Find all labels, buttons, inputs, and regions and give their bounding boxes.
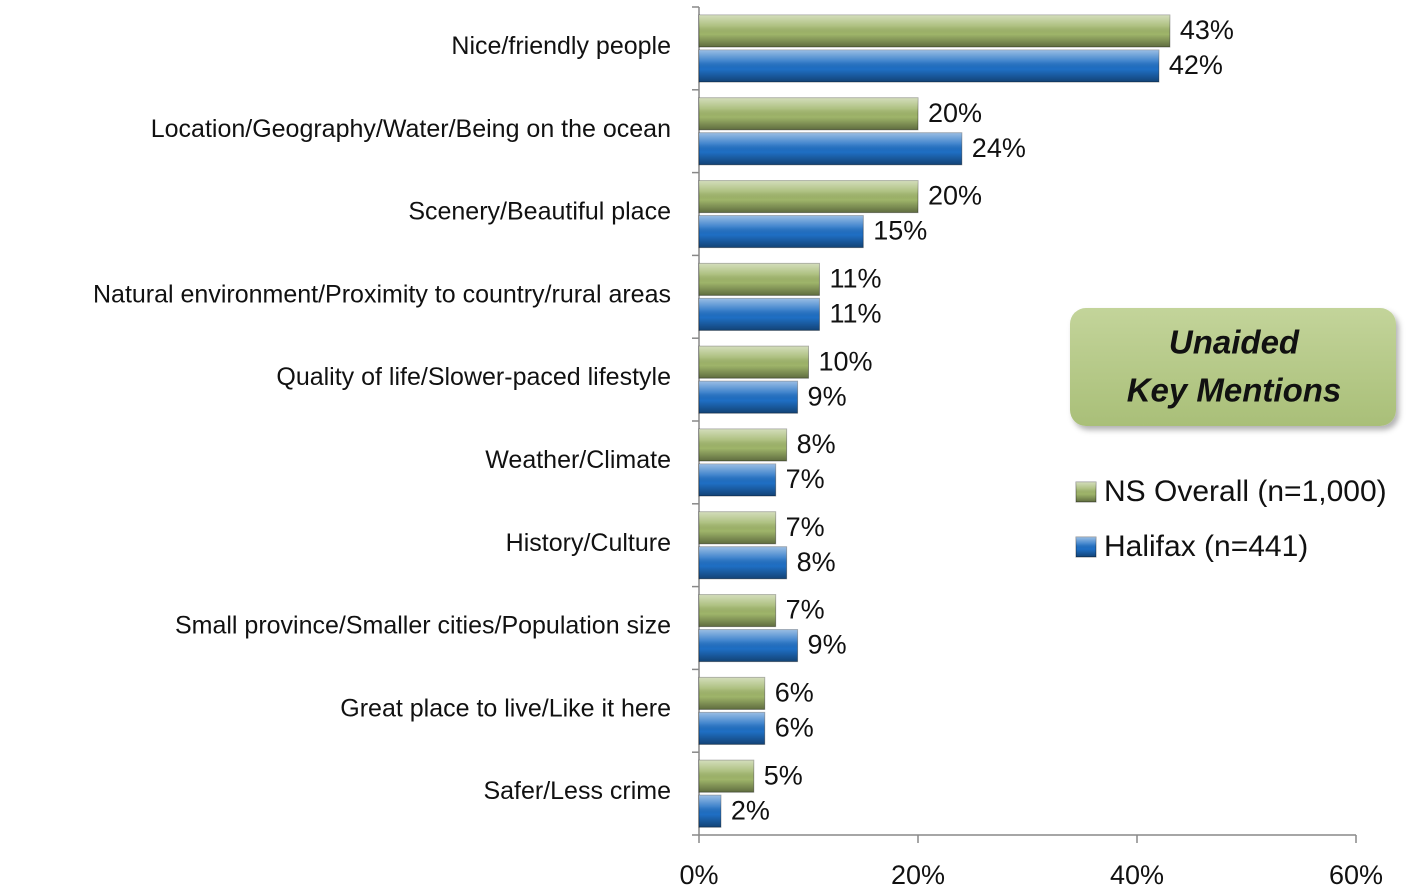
annotation-box [1070,308,1396,426]
category-label: Location/Geography/Water/Being on the oc… [151,115,671,143]
value-label: 8% [797,429,836,459]
value-label: 11% [829,264,881,294]
value-label: 7% [786,595,825,625]
value-label: 8% [797,547,836,577]
bar-shade [699,381,798,414]
value-label: 7% [786,512,825,542]
x-tick-label: 60% [1329,860,1383,890]
value-label: 43% [1180,15,1234,45]
bar-shade [699,132,962,165]
value-label: 9% [808,381,847,411]
value-label: 20% [928,181,982,211]
value-label: 5% [764,760,803,790]
bar-shade [699,263,820,296]
value-label: 9% [808,630,847,660]
value-label: 10% [819,346,873,376]
bar-shade [699,546,787,579]
legend-label: NS Overall (n=1,000) [1104,475,1387,508]
value-label: 11% [829,299,881,329]
bar-shade [699,346,809,379]
category-label: Natural environment/Proximity to country… [93,280,671,308]
bar-shade [699,795,721,828]
legend-swatch-shade [1076,482,1096,502]
value-label: 20% [928,98,982,128]
value-label: 24% [972,133,1026,163]
x-tick-label: 0% [679,860,718,890]
category-label: History/Culture [506,529,671,557]
value-label: 2% [731,795,770,825]
category-label: Great place to live/Like it here [340,694,671,722]
bar-shade [699,50,1159,82]
bar-shade [699,677,765,710]
x-tick-label: 40% [1110,860,1164,890]
bar-shade [699,712,765,745]
bar-shade [699,594,776,627]
bar-shade [699,97,918,130]
value-label: 42% [1169,50,1223,80]
value-label: 6% [775,678,814,708]
bar-shade [699,429,787,461]
bar-shade [699,629,798,662]
value-label: 7% [786,464,825,494]
bar-shade [699,15,1170,47]
annotation: Unaided [1169,324,1300,361]
category-label: Safer/Less crime [483,777,671,805]
bar-shade [699,760,754,793]
x-tick-label: 20% [891,860,945,890]
category-label: Quality of life/Slower-paced lifestyle [276,363,671,391]
category-label: Small province/Smaller cities/Population… [175,612,671,640]
legend-label: Halifax (n=441) [1104,530,1308,563]
value-label: 6% [775,713,814,743]
annotation: Key Mentions [1127,372,1342,409]
category-label: Scenery/Beautiful place [408,198,671,226]
category-label: Nice/friendly people [451,32,671,60]
legend-swatch-shade [1076,537,1096,557]
bar-shade [699,464,776,496]
category-label: Weather/Climate [485,446,671,474]
bar-shade [699,215,864,248]
value-label: 15% [873,216,927,246]
bar-shade [699,180,918,213]
bar-shade [699,298,820,331]
bar-shade [699,511,776,544]
